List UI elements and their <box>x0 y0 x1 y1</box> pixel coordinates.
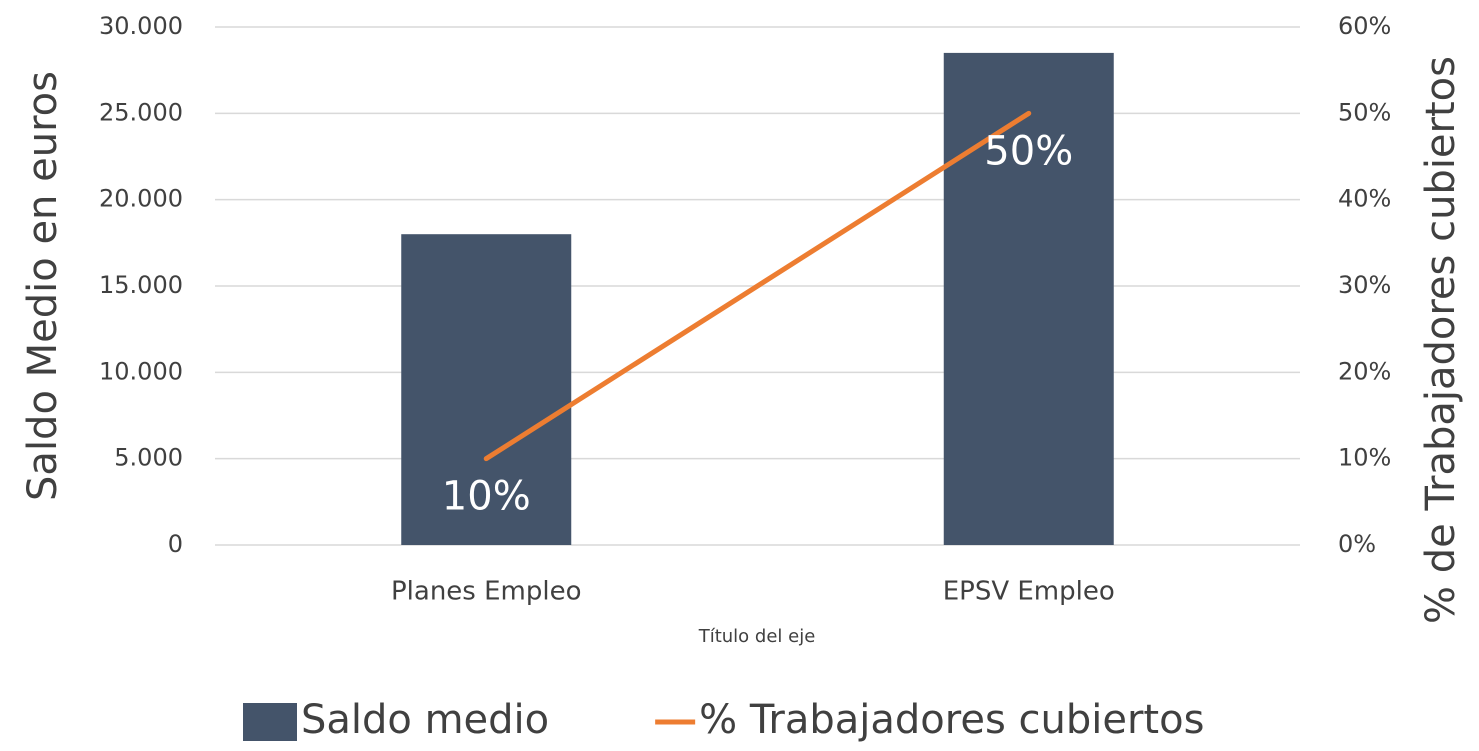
y-tick-label: 10.000 <box>99 357 183 385</box>
y2-tick-label: 30% <box>1338 271 1391 299</box>
x-tick-label: EPSV Empleo <box>943 577 1115 607</box>
y2-tick-label: 60% <box>1338 12 1391 40</box>
bar <box>943 52 1114 546</box>
y2-tick-label: 40% <box>1338 185 1391 213</box>
y-tick-label: 30.000 <box>99 12 183 40</box>
y-tick-label: 20.000 <box>99 185 183 213</box>
bar <box>401 234 572 545</box>
data-label: 50% <box>984 128 1073 174</box>
y-tick-label: 0 <box>168 530 183 558</box>
data-label: 10% <box>442 474 531 520</box>
legend-swatch <box>243 703 297 741</box>
line <box>483 110 1032 462</box>
y-axis-title: Saldo Medio en euros <box>20 71 66 501</box>
y2-tick-label: 10% <box>1338 444 1391 472</box>
legend-label: % Trabajadores cubiertos <box>699 697 1204 743</box>
x-tick-label: Planes Empleo <box>391 577 582 607</box>
legend-label: Saldo medio <box>301 697 549 743</box>
y-tick-label: 25.000 <box>99 98 183 126</box>
y-tick-label: 5.000 <box>114 444 183 472</box>
x-axis-title: Título del eje <box>698 626 816 647</box>
y2-axis-title: % de Trabajadores cubiertos <box>1418 56 1464 624</box>
y-tick-label: 15.000 <box>99 271 183 299</box>
y2-tick-label: 50% <box>1338 98 1391 126</box>
y2-tick-label: 20% <box>1338 357 1391 385</box>
y2-tick-label: 0% <box>1338 530 1376 558</box>
